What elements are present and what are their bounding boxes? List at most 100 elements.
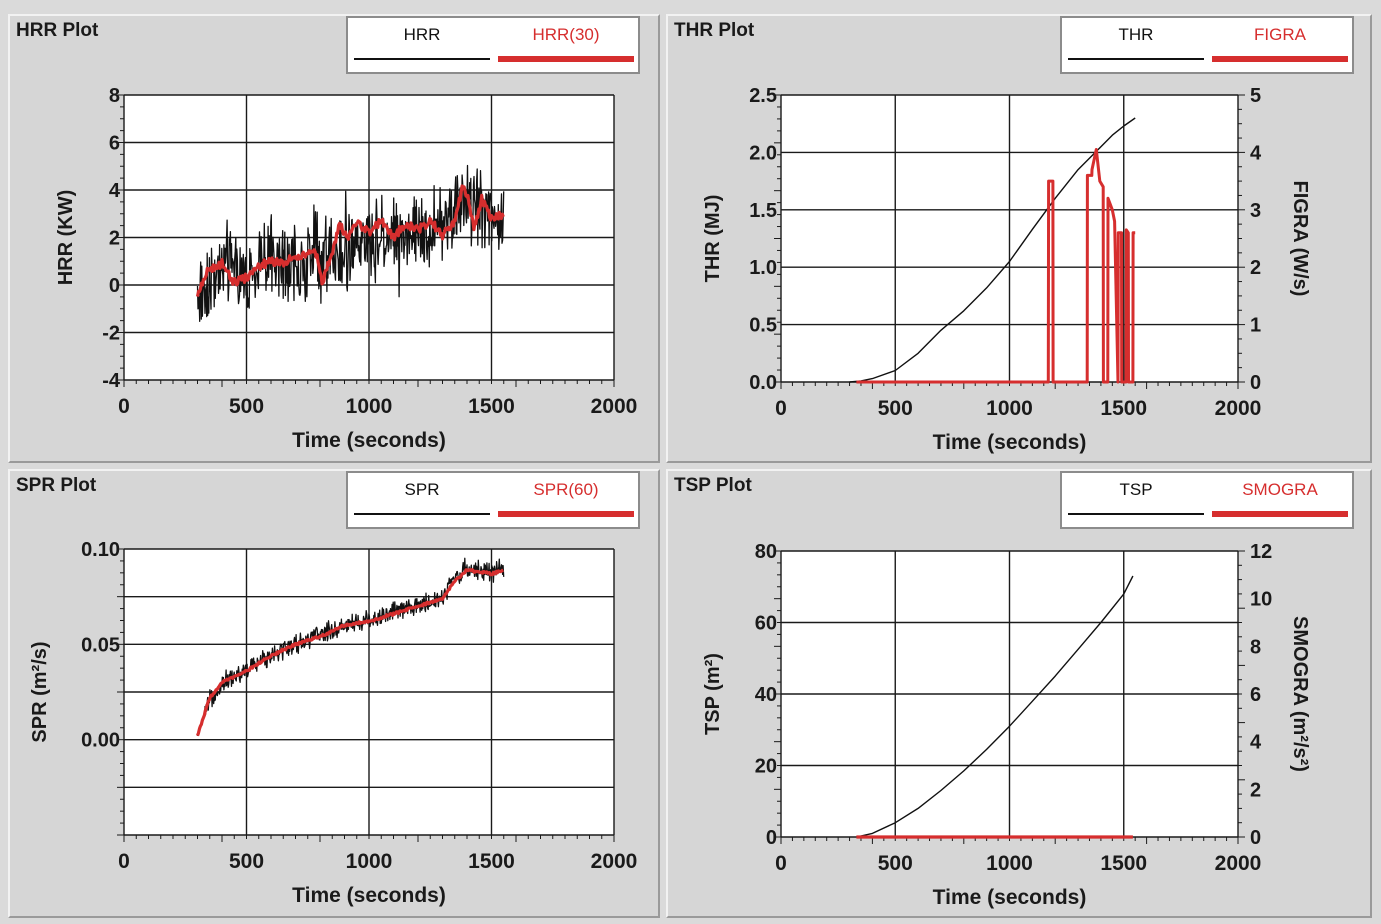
y-tick-label: 0.10: [81, 539, 120, 561]
panel-title: HRR Plot: [16, 20, 99, 41]
y-tick-label: -2: [102, 323, 120, 345]
y-axis-label: HRR (KW): [55, 190, 77, 286]
x-tick-label: 1500: [1100, 397, 1147, 420]
chart-legend: THR FIGRA: [1060, 16, 1354, 74]
legend-label: THR: [1118, 25, 1154, 44]
y-tick-label: 40: [755, 684, 777, 706]
legend-swatch: [498, 511, 634, 517]
y-tick-label: 0.0: [749, 372, 777, 394]
legend-swatch: [354, 58, 490, 60]
tsp-plot-panel: TSP Plot TSP SMOGRA 0 500 1000 1500 2000 0 20 4…: [666, 469, 1372, 918]
y2-tick-label: 0: [1250, 372, 1261, 394]
y-tick-label: 2.0: [749, 142, 777, 164]
x-tick-label: 1000: [986, 397, 1033, 420]
y-tick-label: -4: [102, 370, 121, 392]
legend-item: THR: [1068, 24, 1204, 60]
x-axis-label: Time (seconds): [933, 431, 1087, 454]
legend-swatch: [1068, 58, 1204, 60]
legend-label: TSP: [1119, 480, 1153, 499]
hrr-chart: 0 500 1000 1500 2000 -4 -2 0 2 4 6 8 Time (seconds) H…: [55, 85, 638, 452]
y-tick-label: 8: [109, 85, 120, 107]
x-tick-label: 0: [118, 850, 130, 873]
x-tick-label: 2000: [1215, 397, 1262, 420]
legend-item: HRR(30): [498, 24, 634, 62]
series-line-thr: [849, 117, 1136, 383]
panel-title: SPR Plot: [16, 475, 97, 496]
chart-legend: TSP SMOGRA: [1060, 471, 1354, 529]
hrr-plot-panel: HRR Plot HRR HRR(30) 0 500 1000 1500 2000 -4 -…: [8, 14, 660, 463]
y-axis-label: TSP (m²): [702, 653, 724, 735]
y2-tick-label: 3: [1250, 200, 1261, 222]
panel-title: THR Plot: [674, 20, 755, 41]
y-tick-label: 2.5: [749, 85, 777, 107]
y-tick-label: 80: [755, 541, 777, 563]
y-tick-label: 0.00: [81, 730, 120, 752]
y2-tick-label: 10: [1250, 589, 1272, 611]
x-tick-label: 2000: [591, 850, 638, 873]
x-tick-label: 0: [775, 852, 787, 875]
legend-label: SPR: [404, 480, 440, 499]
legend-label: SPR(60): [533, 480, 599, 499]
legend-label: HRR: [403, 25, 441, 44]
series-line-tsp: [856, 575, 1134, 838]
y2-tick-label: 5: [1250, 85, 1261, 107]
y-tick-label: 0.05: [81, 634, 120, 656]
x-tick-label: 0: [775, 397, 787, 420]
y-tick-label: 4: [109, 180, 121, 202]
legend-label: HRR(30): [532, 25, 600, 44]
x-tick-label: 500: [229, 395, 264, 418]
series-line-hrr-30-: [195, 184, 505, 297]
y2-tick-label: 4: [1250, 732, 1262, 754]
spr-chart: 0 500 1000 1500 2000 0.00 0.05 0.10 Time (second…: [29, 539, 638, 907]
x-axis-label: Time (seconds): [292, 884, 446, 907]
y2-tick-label: 1: [1250, 315, 1261, 337]
thr-chart: 0 500 1000 1500 2000 0.0 0.5 1.0 1.5 2.0 2.5 0 1 2 3 4 5…: [702, 85, 1311, 454]
x-tick-label: 2000: [591, 395, 638, 418]
series-line-figra: [856, 148, 1136, 384]
legend-swatch: [1212, 511, 1348, 517]
tsp-chart: 0 500 1000 1500 2000 0 20 40 60 80 0 2 4 6 8 10 12 Time (…: [702, 541, 1311, 909]
legend-swatch: [498, 56, 634, 62]
y2-axis-label: FIGRA (W/s): [1289, 181, 1311, 297]
y2-tick-label: 6: [1250, 684, 1261, 706]
y-tick-label: 0: [109, 275, 120, 297]
x-tick-label: 1000: [346, 395, 393, 418]
y2-tick-label: 0: [1250, 827, 1261, 849]
legend-item: SMOGRA: [1212, 479, 1348, 517]
legend-item: TSP: [1068, 479, 1204, 515]
legend-item: FIGRA: [1212, 24, 1348, 62]
y2-tick-label: 4: [1250, 142, 1262, 164]
spr-plot-panel: SPR Plot SPR SPR(60) 0 500 1000 1500 2000 0.0…: [8, 469, 660, 918]
x-tick-label: 1000: [986, 852, 1033, 875]
legend-item: HRR: [354, 24, 490, 60]
y-tick-label: 1.0: [749, 257, 777, 279]
legend-swatch: [1068, 513, 1204, 515]
chart-legend: SPR SPR(60): [346, 471, 640, 529]
legend-item: SPR: [354, 479, 490, 515]
y-tick-label: 0.5: [749, 315, 777, 337]
x-tick-label: 500: [878, 397, 913, 420]
x-tick-label: 0: [118, 395, 130, 418]
legend-swatch: [354, 513, 490, 515]
x-tick-label: 500: [878, 852, 913, 875]
y2-tick-label: 12: [1250, 541, 1272, 563]
legend-label: FIGRA: [1254, 25, 1306, 44]
y-tick-label: 1.5: [749, 200, 777, 222]
y2-tick-label: 2: [1250, 779, 1261, 801]
y-tick-label: 20: [755, 756, 777, 778]
y-axis-label: SPR (m²/s): [29, 641, 51, 742]
legend-item: SPR(60): [498, 479, 634, 517]
legend-swatch: [1212, 56, 1348, 62]
x-axis-label: Time (seconds): [933, 886, 1087, 909]
y-tick-label: 0: [766, 827, 777, 849]
y2-axis-label: SMOGRA (m²/s²): [1289, 616, 1311, 772]
x-tick-label: 1500: [1100, 852, 1147, 875]
panel-title: TSP Plot: [674, 475, 752, 496]
x-tick-label: 1500: [468, 850, 515, 873]
y2-tick-label: 2: [1250, 257, 1261, 279]
y2-tick-label: 8: [1250, 636, 1261, 658]
legend-label: SMOGRA: [1242, 480, 1318, 499]
series-line-hrr: [196, 164, 505, 322]
y-axis-label: THR (MJ): [702, 195, 724, 283]
